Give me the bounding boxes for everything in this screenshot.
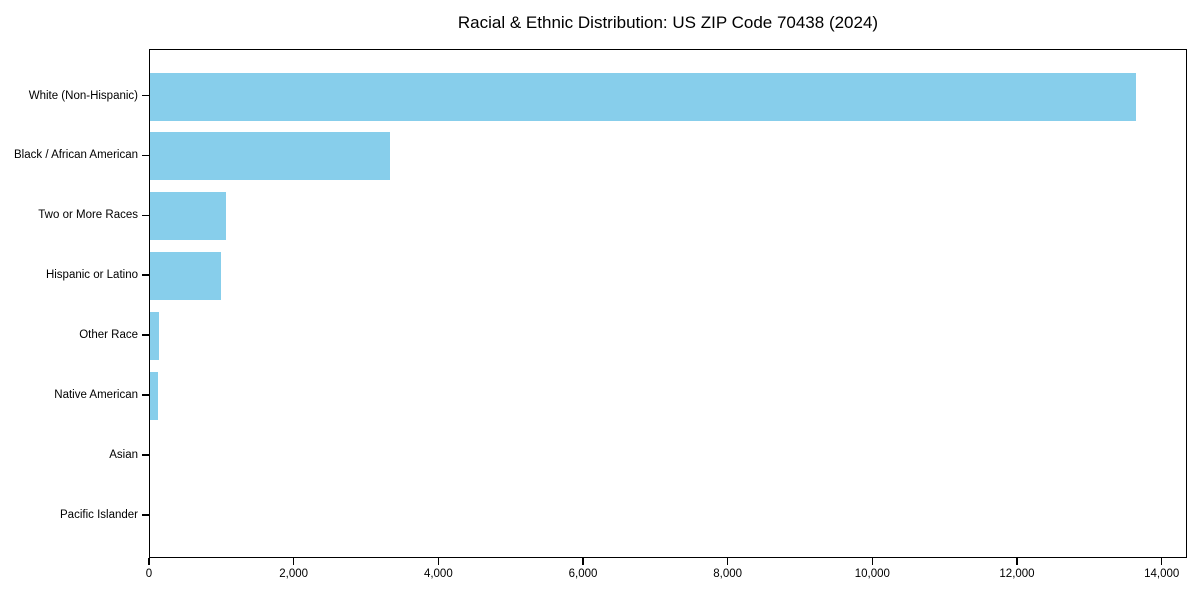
y-tick-label: Native American bbox=[54, 389, 138, 401]
y-tick-label: Black / African American bbox=[14, 149, 138, 162]
y-axis-tick bbox=[142, 514, 149, 516]
y-axis-tick bbox=[142, 154, 149, 157]
plot-area bbox=[149, 49, 1187, 558]
x-tick-label: 6,000 bbox=[568, 568, 598, 580]
x-tick-label: 0 bbox=[145, 568, 153, 580]
x-tick-label: 2,000 bbox=[279, 568, 309, 580]
bar-other-race bbox=[150, 312, 160, 361]
chart-title: Racial & Ethnic Distribution: US ZIP Cod… bbox=[457, 13, 879, 32]
x-axis-tick bbox=[871, 558, 874, 565]
x-tick-label: 4,000 bbox=[423, 568, 453, 580]
y-axis-tick bbox=[142, 334, 149, 336]
x-axis-tick bbox=[292, 558, 295, 565]
x-tick-label: 10,000 bbox=[854, 568, 890, 580]
y-tick-label: Asian bbox=[109, 448, 138, 461]
bar-native-american bbox=[150, 372, 158, 420]
y-tick-label: Hispanic or Latino bbox=[45, 269, 138, 282]
y-axis-tick bbox=[142, 214, 149, 217]
y-tick-label: White (Non-Hispanic) bbox=[28, 89, 138, 102]
x-axis-tick bbox=[1160, 558, 1163, 565]
bar-hispanic-or-latino bbox=[150, 252, 222, 301]
bar-black-african-american bbox=[150, 132, 391, 181]
y-tick-label: Other Race bbox=[79, 329, 138, 342]
y-axis-tick bbox=[142, 274, 149, 276]
x-tick-label: 14,000 bbox=[1144, 568, 1180, 580]
x-axis-tick bbox=[148, 558, 150, 565]
y-axis-tick bbox=[142, 454, 149, 456]
bar-two-or-more-races bbox=[150, 192, 226, 241]
y-axis-tick bbox=[142, 94, 149, 97]
x-axis-tick bbox=[437, 558, 440, 565]
x-axis-tick bbox=[582, 558, 584, 565]
y-axis-tick bbox=[142, 394, 149, 396]
x-tick-label: 8,000 bbox=[713, 568, 743, 580]
x-axis-tick bbox=[726, 558, 729, 565]
y-tick-label: Two or More Races bbox=[38, 209, 138, 222]
y-tick-label: Pacific Islander bbox=[60, 508, 138, 521]
bar-white-non-hispanic bbox=[150, 72, 1137, 121]
x-tick-label: 12,000 bbox=[999, 568, 1035, 580]
x-axis-tick bbox=[1016, 558, 1018, 565]
